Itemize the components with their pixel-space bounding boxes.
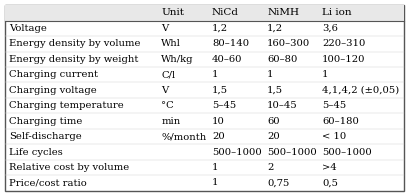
Text: C/l: C/l <box>161 70 175 79</box>
Text: 40–60: 40–60 <box>212 55 243 64</box>
Text: Charging time: Charging time <box>9 117 82 126</box>
Text: Voltage: Voltage <box>9 24 47 33</box>
Text: Energy density by weight: Energy density by weight <box>9 55 138 64</box>
Text: 1: 1 <box>322 70 328 79</box>
Text: 80–140: 80–140 <box>212 39 249 48</box>
Text: %/month: %/month <box>161 132 207 141</box>
Text: Relative cost by volume: Relative cost by volume <box>9 163 129 172</box>
Text: Wh/kg: Wh/kg <box>161 55 194 64</box>
Text: V: V <box>161 24 169 33</box>
Text: 500–1000: 500–1000 <box>212 148 262 157</box>
Text: 10–45: 10–45 <box>267 101 298 110</box>
Text: 20: 20 <box>267 132 280 141</box>
Text: >4: >4 <box>322 163 337 172</box>
Text: NiCd: NiCd <box>212 9 239 17</box>
Text: Unit: Unit <box>161 9 184 17</box>
Text: 160–300: 160–300 <box>267 39 310 48</box>
Text: < 10: < 10 <box>322 132 346 141</box>
Text: 5–45: 5–45 <box>322 101 346 110</box>
Text: 20: 20 <box>212 132 225 141</box>
Text: Li ion: Li ion <box>322 9 352 17</box>
Text: 3,6: 3,6 <box>322 24 338 33</box>
Text: V: V <box>161 86 169 95</box>
Text: 1: 1 <box>267 70 274 79</box>
Text: 60: 60 <box>267 117 280 126</box>
Bar <box>5 5 404 21</box>
Text: NiMH: NiMH <box>267 9 299 17</box>
Text: Self-discharge: Self-discharge <box>9 132 81 141</box>
Text: 1,5: 1,5 <box>212 86 228 95</box>
Text: 1: 1 <box>212 178 218 187</box>
Text: 60–80: 60–80 <box>267 55 297 64</box>
Text: 0,75: 0,75 <box>267 178 290 187</box>
Text: 220–310: 220–310 <box>322 39 366 48</box>
Text: Charging temperature: Charging temperature <box>9 101 124 110</box>
Text: Charging voltage: Charging voltage <box>9 86 97 95</box>
Text: 1,2: 1,2 <box>212 24 228 33</box>
Text: 500–1000: 500–1000 <box>322 148 372 157</box>
Text: Price/cost ratio: Price/cost ratio <box>9 178 86 187</box>
Text: 1: 1 <box>212 163 218 172</box>
Text: 2: 2 <box>267 163 273 172</box>
Text: 100–120: 100–120 <box>322 55 366 64</box>
Text: 5–45: 5–45 <box>212 101 236 110</box>
Text: 0,5: 0,5 <box>322 178 338 187</box>
Text: 60–180: 60–180 <box>322 117 359 126</box>
Text: 10: 10 <box>212 117 225 126</box>
Text: 1,2: 1,2 <box>267 24 283 33</box>
Text: 1: 1 <box>212 70 218 79</box>
Text: Life cycles: Life cycles <box>9 148 63 157</box>
Text: Charging current: Charging current <box>9 70 98 79</box>
Text: 500–1000: 500–1000 <box>267 148 317 157</box>
Text: Whl: Whl <box>161 39 181 48</box>
Text: min: min <box>161 117 180 126</box>
Text: °C: °C <box>161 101 174 110</box>
Text: 4,1,4,2 (±0,05): 4,1,4,2 (±0,05) <box>322 86 399 95</box>
Text: Energy density by volume: Energy density by volume <box>9 39 140 48</box>
Text: 1,5: 1,5 <box>267 86 283 95</box>
